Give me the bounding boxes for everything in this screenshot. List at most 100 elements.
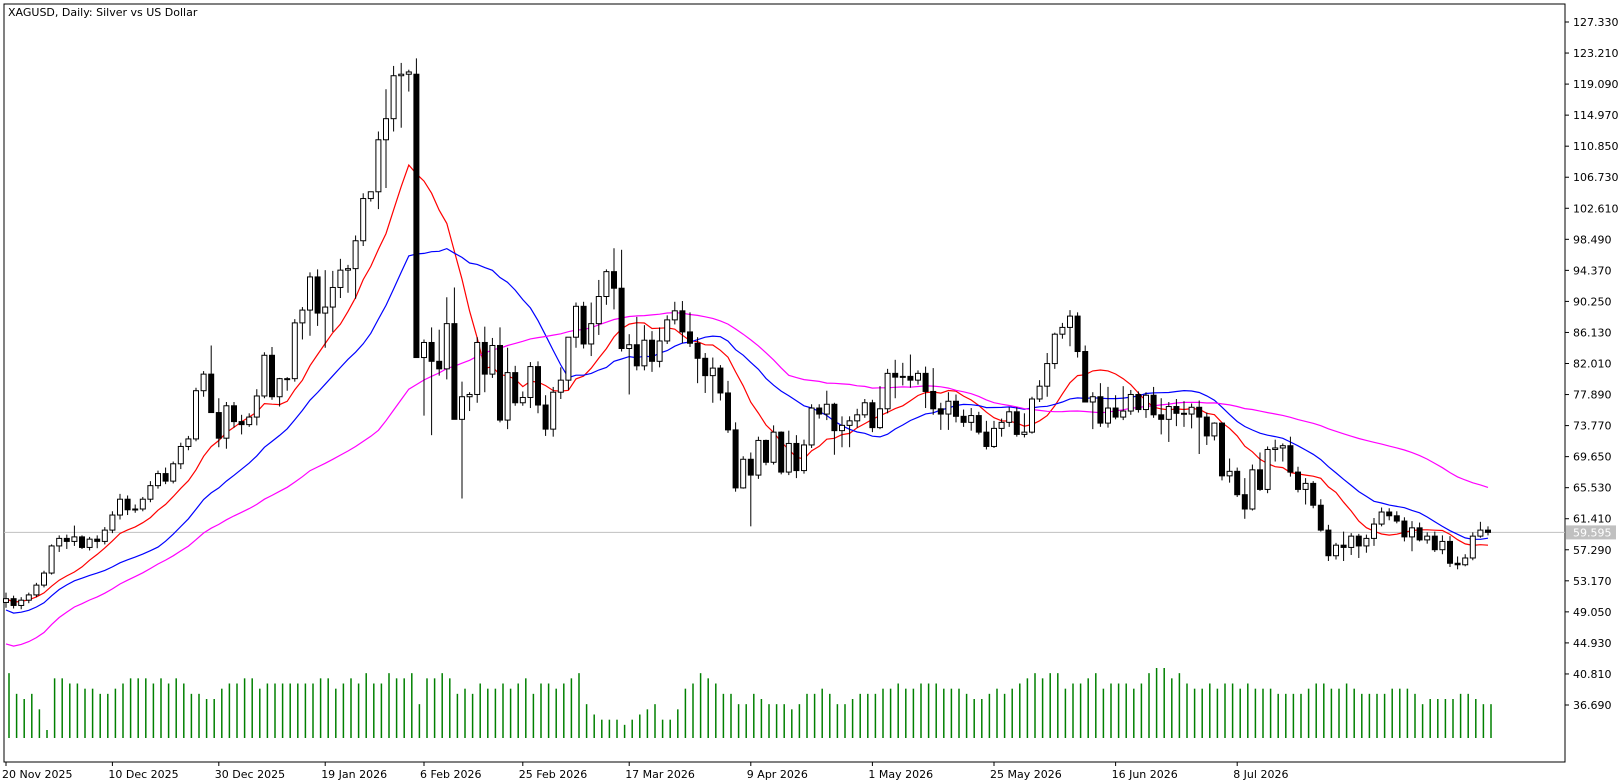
candle-body-bear — [1386, 511, 1393, 517]
candle-body-bear — [535, 366, 541, 406]
candle-body-bull — [185, 438, 192, 447]
candle-body-bull — [18, 599, 25, 606]
y-tick-label: 40.810 — [1573, 668, 1612, 681]
candle-body-bear — [1203, 416, 1210, 437]
y-tick-label: 106.730 — [1573, 171, 1619, 184]
candle-body-bull — [193, 390, 199, 440]
candle-body-bull — [519, 396, 526, 404]
candle-body-bear — [747, 458, 754, 476]
x-tick-label: 20 Nov 2025 — [2, 768, 72, 781]
current-price-tag — [1566, 525, 1616, 540]
candle-body-bull — [527, 366, 534, 398]
candle-body-bear — [314, 276, 321, 314]
y-tick-label: 82.010 — [1573, 358, 1612, 371]
y-tick-label: 53.170 — [1573, 575, 1612, 588]
candle-body-bull — [968, 415, 975, 423]
candle-body-bull — [770, 431, 777, 463]
candle-body-bear — [1097, 396, 1104, 424]
candle-body-bull — [421, 341, 427, 359]
candle-body-bull — [71, 536, 78, 542]
candle-body-bull — [854, 414, 861, 422]
candle-body-bull — [557, 379, 564, 393]
candle-body-bear — [63, 537, 70, 542]
candle-body-bull — [1378, 511, 1385, 525]
candle-body-bear — [1234, 470, 1241, 496]
candle-body-bull — [132, 508, 139, 511]
candle-body-bull — [352, 240, 359, 270]
candle-body-bear — [618, 287, 625, 350]
candle-body-bull — [671, 310, 678, 321]
candle-body-bull — [846, 420, 853, 426]
moving-average-layer — [5, 163, 1489, 647]
candle-body-bear — [1241, 494, 1248, 510]
price-axis: 127.330 123.210 119.090 114.970 110.850 106.7… — [1565, 16, 1619, 712]
current-price-label: 59.595 — [1573, 526, 1612, 539]
candle-body-bull — [1029, 398, 1035, 433]
x-tick-label: 16 Jun 2026 — [1112, 768, 1178, 781]
candle-body-bear — [79, 536, 85, 548]
candle-body-bull — [550, 391, 557, 430]
candle-body-bear — [124, 498, 131, 511]
candle-body-bear — [778, 431, 785, 473]
candle-body-bull — [1165, 406, 1172, 420]
candle-body-bull — [1371, 523, 1377, 539]
candle-body-bull — [573, 305, 579, 338]
candle-body-bear — [1173, 406, 1180, 414]
candle-body-bull — [337, 269, 344, 288]
candle-body-bull — [1249, 469, 1256, 510]
candle-body-bull — [56, 537, 63, 547]
candle-body-bull — [322, 306, 329, 314]
candle-body-bear — [930, 390, 937, 410]
candle-body-bear — [702, 357, 709, 377]
candle-body-bear — [580, 305, 587, 345]
candle-body-bull — [291, 322, 298, 380]
candle-body-bear — [10, 598, 17, 606]
candle-body-bull — [884, 372, 891, 410]
candle-body-bull — [109, 514, 116, 531]
candle-body-bull — [261, 354, 268, 397]
candle-body-bull — [1089, 396, 1096, 403]
candle-body-bull — [1105, 407, 1111, 424]
candle-body-bear — [869, 402, 876, 429]
candle-body-bull — [405, 71, 412, 75]
candle-body-bull — [284, 378, 291, 381]
y-tick-label: 49.050 — [1573, 606, 1612, 619]
candle-body-bull — [595, 296, 602, 325]
y-tick-label: 57.290 — [1573, 544, 1612, 557]
candle-body-bull — [307, 276, 313, 311]
candle-body-bear — [1082, 351, 1089, 403]
candle-body-bull — [177, 445, 184, 465]
plot-frame — [3, 3, 1566, 763]
candle-body-bear — [428, 341, 435, 362]
ma-medium-line — [5, 247, 1489, 614]
candle-body-bear — [451, 323, 458, 420]
candle-body-bull — [1279, 445, 1286, 449]
y-tick-label: 73.770 — [1573, 420, 1612, 433]
candle-body-bear — [763, 439, 769, 463]
y-tick-label: 36.690 — [1573, 699, 1612, 712]
candle-body-bull — [345, 268, 351, 271]
x-tick-label: 10 Dec 2025 — [108, 768, 178, 781]
candle-body-bull — [808, 407, 815, 446]
candle-body-bull — [474, 341, 481, 395]
candle-body-bull — [1044, 363, 1051, 387]
candle-body-bull — [489, 344, 496, 375]
candle-body-bear — [907, 375, 914, 381]
candle-body-bull — [170, 463, 177, 482]
candle-body-bull — [839, 424, 845, 432]
candle-body-bear — [1317, 504, 1324, 531]
candles-layer — [3, 58, 1491, 610]
x-tick-label: 25 May 2026 — [990, 768, 1062, 781]
candle-body-bull — [139, 498, 146, 510]
candle-body-bull — [1264, 448, 1271, 490]
candle-body-bear — [793, 442, 800, 472]
candle-body-bull — [1120, 410, 1127, 418]
candle-body-bear — [1257, 469, 1263, 490]
y-tick-label: 114.970 — [1573, 109, 1619, 122]
candle-body-bull — [466, 393, 473, 398]
x-tick-label: 17 Mar 2026 — [625, 768, 695, 781]
candle-body-bull — [3, 598, 9, 603]
candle-body-bull — [991, 427, 997, 447]
